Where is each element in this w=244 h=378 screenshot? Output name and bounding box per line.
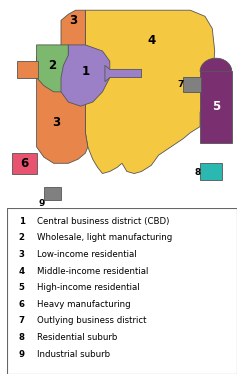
Text: Low-income residential: Low-income residential bbox=[37, 250, 137, 259]
Text: 1: 1 bbox=[19, 217, 25, 226]
Bar bbox=[183, 76, 201, 92]
Polygon shape bbox=[37, 51, 88, 163]
FancyBboxPatch shape bbox=[7, 208, 237, 374]
Polygon shape bbox=[200, 58, 232, 71]
Text: 5: 5 bbox=[19, 283, 25, 292]
Text: Residential suburb: Residential suburb bbox=[37, 333, 118, 342]
Text: Outlying business district: Outlying business district bbox=[37, 316, 147, 325]
Text: 1: 1 bbox=[81, 65, 90, 78]
Text: 2: 2 bbox=[48, 59, 57, 72]
Text: 8: 8 bbox=[19, 333, 25, 342]
Text: Central business district (CBD): Central business district (CBD) bbox=[37, 217, 170, 226]
Text: 8: 8 bbox=[194, 168, 201, 177]
Text: 7: 7 bbox=[177, 80, 184, 89]
Text: Wholesale, light manufacturing: Wholesale, light manufacturing bbox=[37, 233, 173, 242]
Bar bbox=[44, 187, 61, 200]
Text: 3: 3 bbox=[52, 116, 60, 129]
Text: Industrial suburb: Industrial suburb bbox=[37, 350, 110, 359]
Bar bbox=[200, 163, 222, 180]
Bar bbox=[12, 153, 37, 174]
Text: Heavy manufacturing: Heavy manufacturing bbox=[37, 300, 131, 309]
Text: 9: 9 bbox=[19, 350, 25, 359]
Text: 6: 6 bbox=[19, 300, 25, 309]
Bar bbox=[200, 71, 232, 143]
Polygon shape bbox=[85, 10, 215, 174]
Polygon shape bbox=[61, 45, 110, 106]
Text: 3: 3 bbox=[19, 250, 25, 259]
Polygon shape bbox=[37, 45, 68, 92]
Text: 7: 7 bbox=[19, 316, 25, 325]
Text: 3: 3 bbox=[69, 14, 77, 27]
Text: 6: 6 bbox=[20, 157, 29, 170]
Text: 5: 5 bbox=[212, 100, 220, 113]
Text: 2: 2 bbox=[19, 233, 25, 242]
Text: 9: 9 bbox=[38, 198, 45, 208]
Polygon shape bbox=[105, 65, 142, 82]
Text: Middle-income residential: Middle-income residential bbox=[37, 266, 149, 276]
Bar bbox=[17, 61, 38, 77]
Text: High-income residential: High-income residential bbox=[37, 283, 140, 292]
Text: 4: 4 bbox=[19, 266, 25, 276]
Polygon shape bbox=[61, 10, 85, 51]
Text: 4: 4 bbox=[147, 34, 155, 47]
